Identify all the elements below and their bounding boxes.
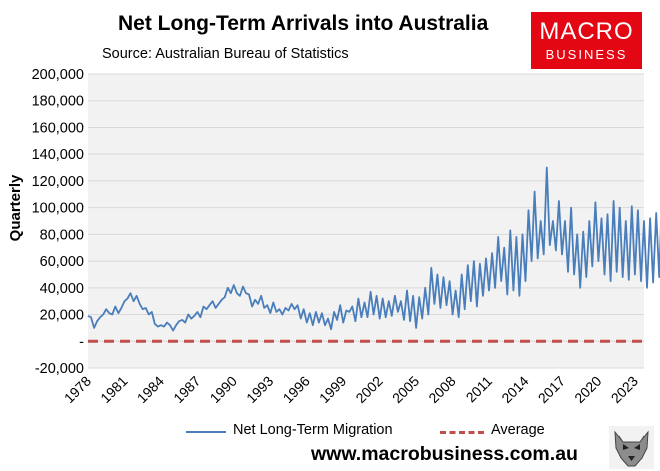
y-axis-label: Quarterly <box>7 174 24 241</box>
y-tick-label: 80,000 <box>40 227 84 243</box>
x-tick-label: 1981 <box>97 373 130 406</box>
x-tick-label: 1990 <box>207 373 240 406</box>
y-tick-label: 140,000 <box>32 147 84 163</box>
legend-label-net-migration: Net Long-Term Migration <box>233 422 393 438</box>
x-tick-label: 2011 <box>463 373 496 406</box>
y-tick-label: 100,000 <box>32 201 84 217</box>
x-tick-label: 1996 <box>280 373 313 406</box>
macrobusiness-logo: MACRO BUSINESS <box>531 12 642 69</box>
y-tick-label: 120,000 <box>32 174 84 190</box>
x-tick-label: 2005 <box>389 373 422 406</box>
series-line-net-migration <box>87 166 660 332</box>
legend-swatch-net-migration <box>186 431 226 433</box>
wolf-logo-icon <box>609 426 654 469</box>
x-tick-label: 1987 <box>170 373 203 406</box>
chart-subtitle: Source: Australian Bureau of Statistics <box>102 46 349 62</box>
x-tick-label: 2020 <box>571 373 604 406</box>
y-tick-label: 20,000 <box>40 308 84 324</box>
y-tick-label: 160,000 <box>32 120 84 136</box>
plot-area <box>88 74 644 368</box>
x-tick-label: 2014 <box>498 373 531 406</box>
y-tick-label: 200,000 <box>32 67 84 83</box>
x-tick-label: 2008 <box>425 373 458 406</box>
y-tick-label: 180,000 <box>32 94 84 110</box>
y-tick-label: -20,000 <box>35 361 84 377</box>
x-tick-label: 1984 <box>134 373 167 406</box>
x-tick-label: 1978 <box>61 373 94 406</box>
logo-line1: MACRO <box>539 18 634 45</box>
logo-line2: BUSINESS <box>545 47 628 62</box>
x-tick-label: 2023 <box>608 373 641 406</box>
y-tick-label: - <box>79 334 84 350</box>
legend-swatch-average <box>440 431 484 434</box>
y-tick-label: 40,000 <box>40 281 84 297</box>
x-tick-label: 1993 <box>243 373 276 406</box>
x-tick-label: 1999 <box>316 373 349 406</box>
x-tick-label: 2002 <box>352 373 385 406</box>
footer-url: www.macrobusiness.com.au <box>311 443 578 465</box>
legend-label-average: Average <box>491 422 545 438</box>
y-tick-label: 60,000 <box>40 254 84 270</box>
chart-title: Net Long-Term Arrivals into Australia <box>118 12 489 35</box>
x-tick-label: 2017 <box>535 373 568 406</box>
